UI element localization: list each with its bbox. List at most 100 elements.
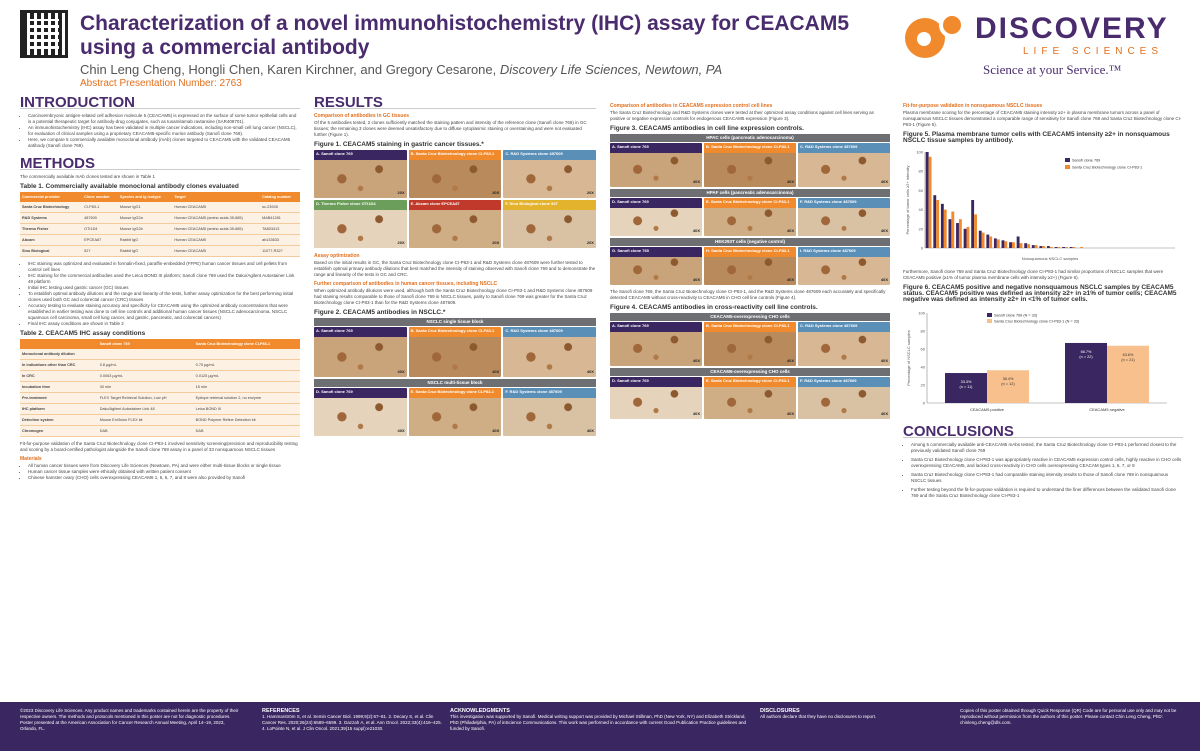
list-item: Carcinoembryonic antigen-related cell ad… — [28, 113, 300, 125]
micrograph-panel: I. R&D Systems clone 487609 40X — [798, 247, 890, 285]
panel-label: D. Thermo Fisher clone OTI1D4 — [314, 200, 407, 210]
table-cell: Rabbit IgG — [117, 234, 173, 246]
micrograph-panel: B. Santa Cruz Biotechnology clone CI-P83… — [704, 143, 796, 187]
results-sub1: Comparison of antibodies in GC tissues — [314, 113, 410, 119]
bar — [963, 228, 967, 248]
table-cell: BOND Polymer Refine Detection kit — [193, 414, 300, 426]
x-axis-label: Nonsquamous NSCLC samples — [1022, 256, 1078, 261]
magnification-label: 40X — [880, 411, 888, 416]
bar — [1072, 247, 1076, 248]
results-heading: RESULTS — [314, 95, 596, 110]
abstract-label: Abstract Presentation Number: — [80, 78, 217, 89]
list-item: Accuracy testing to evaluate staining ac… — [28, 303, 300, 321]
bar — [1016, 236, 1020, 248]
table-cell: Human CEACAM5 — [172, 234, 261, 246]
logo-brand: DISCOVERY — [975, 12, 1169, 45]
table-row: Sino Biological 527 Rabbit IgG Human CEACAM… — [20, 245, 300, 257]
y-axis-label: Percentage of tumor cells ≥2+ intensity — [905, 165, 910, 234]
list-item: Santa Cruz Biotechnology clone CI-P83-1 … — [911, 472, 1183, 484]
micrograph-panel: E. Abcam clone EPCEA87 20X — [408, 200, 502, 248]
table-cell — [193, 349, 300, 360]
y-tick-label: 0 — [923, 401, 926, 406]
table-row: In indications other than CRC 0.8 µg/mL 0.… — [20, 359, 300, 371]
panel-label: D. Sanofi clone 769 — [314, 388, 407, 398]
figure4-band1: CEACAM5-overexpressing CHO cells — [610, 313, 890, 321]
author-list: Chin Leng Cheng, Hongli Chen, Karen Kirc… — [80, 62, 497, 77]
figure3-title: Figure 3. CEACAM5 antibodies in cell lin… — [610, 125, 804, 132]
table-cell: Pre-treatment — [20, 392, 98, 404]
table-cell: FLEX Target Retrieval Solution, Low pH — [97, 392, 194, 404]
magnification-label: 40X — [692, 228, 700, 233]
bar — [1062, 247, 1065, 248]
micrograph-panel: A. Sanofi clone 769 20X — [314, 150, 407, 198]
authors: Chin Leng Cheng, Hongli Chen, Karen Kirc… — [80, 62, 722, 77]
figure2-band2: NSCLC multi-tissue block — [314, 379, 596, 387]
abstract-value: 2763 — [219, 78, 242, 89]
disclosures-title: DISCLOSURES — [760, 708, 800, 714]
y-tick-label: 60 — [919, 188, 924, 193]
x-tick-label: CEACAM5 negative — [1089, 407, 1125, 412]
panel-label: F. R&D Systems clone 487609 — [798, 198, 890, 208]
bar — [1009, 242, 1012, 248]
table-header: Clone number — [82, 192, 118, 202]
table-header: Santa Cruz Biotechnology clone CI-P83-1 — [193, 339, 300, 349]
table-cell: CI-P83-1 — [82, 202, 118, 213]
micrograph-panel: C. R&D Systems clone 487609 20X — [503, 150, 596, 198]
bar — [1065, 247, 1068, 248]
bar — [1004, 241, 1008, 248]
figure3-grid-a: A. Sanofi clone 769 40X B. Santa Cruz Biot… — [610, 143, 890, 187]
magnification-label: 40X — [880, 277, 888, 282]
table-cell: 15 min — [193, 381, 300, 393]
table-cell: 0.0063 µg/mL — [97, 370, 194, 382]
column-intro-methods: INTRODUCTION Carcinoembryonic antigen-re… — [20, 95, 300, 481]
y-tick-label: 0 — [921, 246, 924, 251]
magnification-label: 40X — [786, 411, 794, 416]
table-header: Species and Ig isotype — [117, 192, 173, 202]
col3-text2: The Sanofi clone 769, the Santa Cruz Bio… — [610, 289, 886, 300]
table-row: Thermo Fisher OTI1D4 Mouse IgG2b Human CEAC… — [20, 223, 300, 235]
bar — [1069, 247, 1073, 248]
panel-label: C. R&D Systems clone 487609 — [798, 143, 890, 153]
panel-label: D. Sanofi clone 769 — [610, 377, 702, 387]
list-item: Santa Cruz Biotechnology clone CI-P83-1 … — [911, 457, 1183, 469]
table-cell: IHC platform — [20, 403, 98, 415]
micrograph-panel: E. Santa Cruz Biotechnology clone CI-P83… — [704, 377, 796, 419]
data-label: 66.7% — [1081, 350, 1092, 354]
bar — [1024, 243, 1028, 248]
references-title: REFERENCES — [262, 708, 300, 714]
figure1-title: Figure 1. CEACAM5 staining in gastric ca… — [314, 141, 484, 148]
table1-title: Table 1. Commercially available monoclon… — [20, 183, 239, 190]
bar — [989, 236, 993, 248]
magnification-label: 40X — [397, 428, 405, 433]
panel-label: E. Santa Cruz Biotechnology clone CI-P83… — [704, 377, 796, 387]
y-tick-label: 100 — [918, 311, 925, 316]
micrograph-panel: C. R&D Systems clone 487609 40X — [798, 322, 890, 366]
panel-label: B. Santa Cruz Biotechnology clone CI-P83… — [704, 322, 796, 332]
bar — [1011, 242, 1015, 248]
panel-label: H. Santa Cruz Biotechnology clone CI-P83… — [704, 247, 796, 257]
bar — [1054, 247, 1058, 248]
table-cell: Incubation time — [20, 381, 98, 393]
y-tick-label: 80 — [919, 169, 924, 174]
panel-label: C. R&D Systems clone 487609 — [503, 150, 596, 160]
bar — [981, 232, 985, 248]
table-cell: MAB41281 — [260, 212, 300, 224]
micrograph-panel: G. Sanofi clone 769 40X — [610, 247, 702, 285]
panel-label: B. Santa Cruz Biotechnology clone CI-P83… — [408, 327, 502, 337]
micrograph-panel: F. R&D Systems clone 487609 40X — [798, 198, 890, 236]
y-tick-label: 40 — [921, 365, 926, 370]
disclosures-text: All authors declare that they have no di… — [760, 714, 877, 719]
bar — [1001, 240, 1005, 248]
data-label: (n = 21) — [1121, 358, 1135, 362]
qr-code[interactable] — [20, 10, 68, 58]
y-axis-label: Percentage of NSCLC samples — [906, 330, 911, 386]
bar — [978, 230, 982, 248]
panel-label: F. R&D Systems clone 487609 — [798, 377, 890, 387]
data-label: 33.3% — [961, 380, 972, 384]
magnification-label: 20X — [492, 190, 500, 195]
micrograph-panel: D. Thermo Fisher clone OTI1D4 20X — [314, 200, 407, 248]
bar — [1049, 247, 1053, 248]
bar — [925, 152, 929, 248]
figure3-grid-c: G. Sanofi clone 769 40X H. Santa Cruz Biot… — [610, 247, 890, 285]
poster-title: Characterization of a novel immunohistoc… — [80, 12, 849, 59]
